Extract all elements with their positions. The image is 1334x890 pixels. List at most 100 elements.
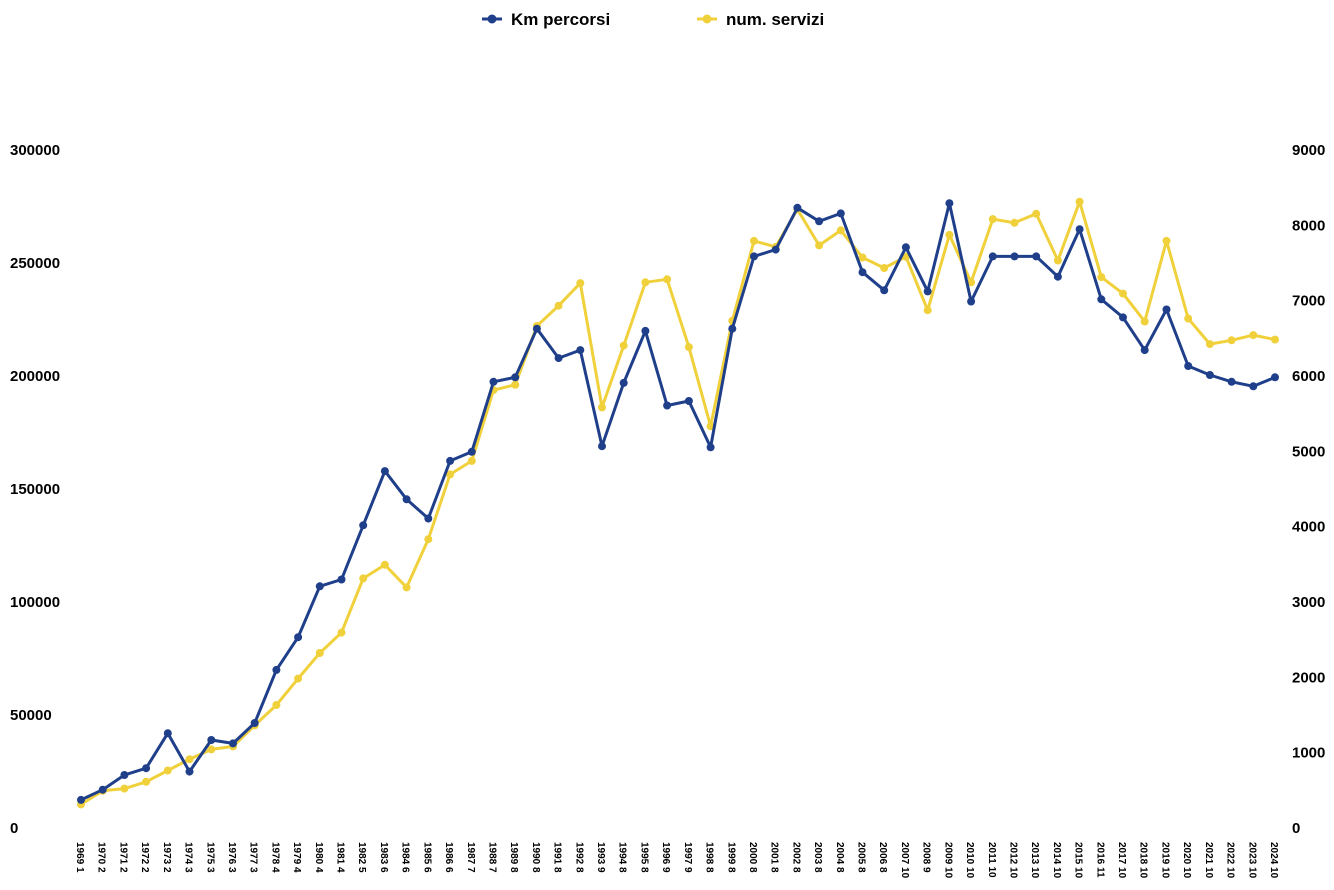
data-point xyxy=(880,264,889,272)
x-axis-tick-label: 1981 4 xyxy=(335,842,346,873)
data-point xyxy=(554,301,563,310)
x-axis-tick-label: 1996 9 xyxy=(660,842,671,873)
data-point xyxy=(706,443,715,452)
data-point xyxy=(1184,314,1193,323)
x-axis-tick-label: 2012 10 xyxy=(1007,842,1018,879)
x-axis-tick-label: 1998 8 xyxy=(704,842,715,873)
data-point xyxy=(988,215,997,224)
x-axis-tick-label: 2001 8 xyxy=(769,842,780,873)
data-point xyxy=(1075,197,1084,206)
x-axis-tick-label: 2023 10 xyxy=(1246,842,1257,879)
x-axis-tick-label: 1976 3 xyxy=(226,842,237,873)
data-point xyxy=(576,346,585,355)
data-point xyxy=(1140,346,1149,355)
data-point xyxy=(1097,273,1106,282)
data-point xyxy=(446,470,455,479)
x-axis: 1969 1 1970 2 1971 2 1972 2 1973 2 1974 3 1975… xyxy=(74,842,1279,879)
x-axis-tick-label: 2007 10 xyxy=(899,842,910,879)
data-point xyxy=(728,324,737,333)
x-axis-tick-label: 2011 10 xyxy=(986,842,997,878)
x-axis-tick-label: 2005 8 xyxy=(856,842,867,873)
series-num-servizi xyxy=(77,197,1279,809)
data-point xyxy=(576,279,585,288)
left-axis-tick-label: 50000 xyxy=(10,707,52,724)
data-point xyxy=(1119,313,1127,322)
data-point xyxy=(337,575,346,584)
data-point xyxy=(1119,289,1127,298)
x-axis-tick-label: 2008 9 xyxy=(921,842,932,873)
x-axis-tick-label: 1978 4 xyxy=(269,842,280,873)
data-point xyxy=(359,574,368,583)
data-point xyxy=(836,209,845,218)
data-point xyxy=(1032,252,1041,261)
x-axis-tick-label: 2019 10 xyxy=(1159,842,1170,879)
x-axis-tick-label: 1995 8 xyxy=(638,842,649,873)
x-axis-tick-label: 1982 5 xyxy=(356,842,367,873)
data-point xyxy=(467,456,476,465)
data-point xyxy=(1227,377,1236,386)
x-axis-tick-label: 2022 10 xyxy=(1225,842,1236,879)
data-point xyxy=(1053,256,1062,265)
right-axis-tick-label: 4000 xyxy=(1292,519,1325,536)
data-point xyxy=(641,326,650,335)
data-point xyxy=(337,628,346,637)
x-axis-tick-label: 1987 7 xyxy=(465,842,476,873)
data-point xyxy=(923,306,932,315)
data-point xyxy=(424,514,433,523)
data-point xyxy=(663,401,672,410)
x-axis-tick-label: 1975 3 xyxy=(204,842,215,873)
x-axis-tick-label: 2014 10 xyxy=(1051,842,1062,879)
data-point xyxy=(598,442,606,451)
data-point xyxy=(185,755,194,764)
data-point xyxy=(1162,236,1171,245)
data-point xyxy=(272,701,281,709)
series-line xyxy=(80,201,1276,802)
legend-marker xyxy=(702,14,712,24)
data-point xyxy=(532,324,541,333)
x-axis-tick-label: 1977 3 xyxy=(248,842,259,873)
data-point xyxy=(142,777,151,786)
data-point xyxy=(641,278,650,287)
x-axis-tick-label: 1999 8 xyxy=(725,842,736,873)
right-axis: 0 1000 2000 3000 4000 5000 6000 7000 8000 9000 xyxy=(1292,142,1325,837)
data-point xyxy=(163,729,172,738)
data-point xyxy=(294,633,303,642)
data-point xyxy=(120,771,129,779)
data-point xyxy=(250,719,259,727)
right-axis-tick-label: 0 xyxy=(1292,820,1300,837)
data-point xyxy=(945,230,954,239)
right-axis-tick-label: 1000 xyxy=(1292,745,1325,762)
data-point xyxy=(1227,336,1236,345)
x-axis-tick-label: 1980 4 xyxy=(313,842,324,873)
legend-marker xyxy=(487,14,497,24)
x-axis-tick-label: 2017 10 xyxy=(1116,842,1127,879)
x-axis-tick-label: 1989 8 xyxy=(508,842,519,873)
data-point xyxy=(1010,218,1019,227)
x-axis-tick-label: 2015 10 xyxy=(1073,842,1084,879)
data-point xyxy=(315,649,324,657)
data-point xyxy=(1249,382,1258,391)
data-point xyxy=(750,252,758,261)
data-point xyxy=(402,495,411,504)
data-point xyxy=(467,447,476,456)
data-point xyxy=(163,766,172,775)
data-point xyxy=(619,378,628,387)
x-axis-tick-label: 1969 1 xyxy=(74,842,85,873)
x-axis-tick-label: 2013 10 xyxy=(1029,842,1040,879)
data-point xyxy=(684,397,693,405)
data-point xyxy=(901,243,910,252)
x-axis-tick-label: 1990 8 xyxy=(530,842,541,873)
x-axis-tick-label: 1986 6 xyxy=(443,842,454,873)
legend: Km percorsi num. servizi xyxy=(482,10,824,29)
left-axis: 0 50000 100000 150000 200000 250000 300000 xyxy=(10,142,60,837)
data-point xyxy=(1010,252,1019,261)
data-point xyxy=(988,252,997,261)
data-point xyxy=(98,785,107,794)
data-point xyxy=(424,535,433,544)
data-point xyxy=(359,521,368,530)
legend-item-num-servizi: num. servizi xyxy=(697,10,824,29)
data-point xyxy=(1162,305,1171,314)
x-axis-tick-label: 1992 8 xyxy=(573,842,584,873)
x-axis-tick-label: 1970 2 xyxy=(96,842,107,873)
x-axis-tick-label: 2002 8 xyxy=(790,842,801,873)
